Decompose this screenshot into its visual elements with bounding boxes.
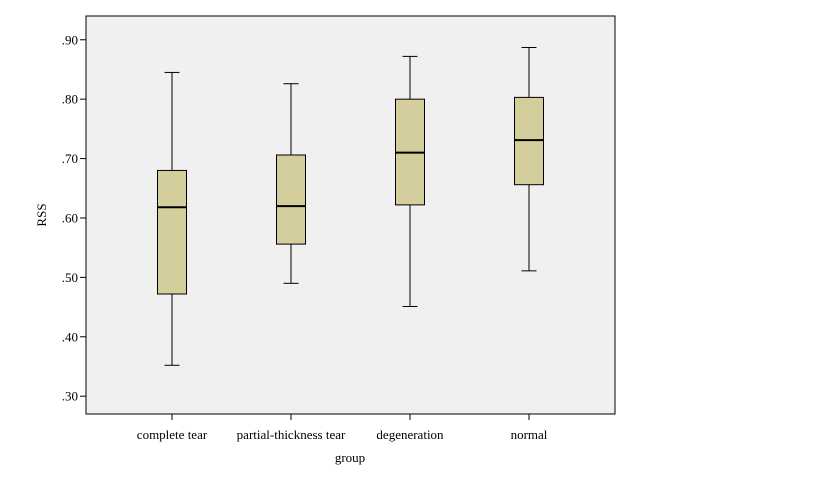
y-tick-label: .70 (62, 151, 78, 166)
y-tick-label: .40 (62, 329, 78, 344)
box-normal (514, 46, 544, 272)
x-category-label: degeneration (376, 427, 444, 442)
x-axis: complete tear partial-thickness tear degen… (137, 414, 548, 442)
iqr-box (157, 169, 187, 295)
y-tick-label: .50 (62, 270, 78, 285)
box-partial-thickness-tear (276, 83, 306, 284)
box-complete-tear (157, 71, 187, 366)
x-category-label: normal (511, 427, 548, 442)
x-category-label: partial-thickness tear (237, 427, 346, 442)
iqr-box (276, 154, 306, 245)
y-tick-label: .30 (62, 389, 78, 404)
x-category-label: complete tear (137, 427, 208, 442)
y-tick-label: .90 (62, 32, 78, 47)
x-axis-title: group (335, 450, 365, 465)
y-axis: .30 .40 .50 .60 .70 .80 .90 (62, 32, 86, 404)
box-series (157, 46, 544, 366)
y-axis-title: RSS (34, 203, 49, 226)
box-degeneration (395, 55, 425, 307)
y-tick-label: .60 (62, 210, 78, 225)
y-tick-label: .80 (62, 92, 78, 107)
